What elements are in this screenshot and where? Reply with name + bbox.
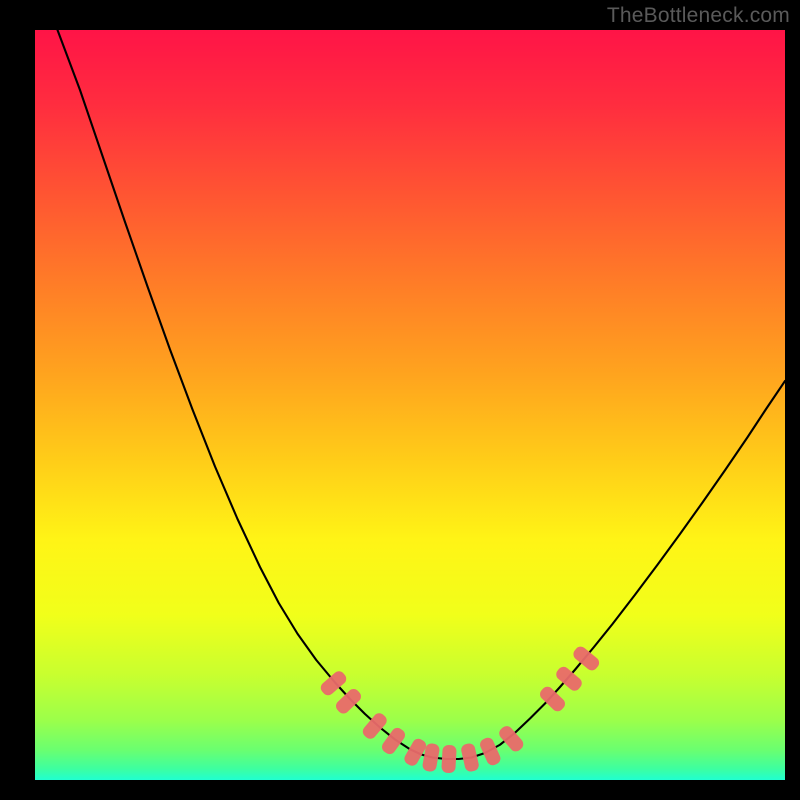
chart-container: TheBottleneck.com — [0, 0, 800, 800]
bottleneck-chart — [0, 0, 800, 800]
watermark-text: TheBottleneck.com — [607, 4, 790, 28]
gradient-background — [35, 30, 785, 780]
curve-marker — [441, 745, 457, 774]
